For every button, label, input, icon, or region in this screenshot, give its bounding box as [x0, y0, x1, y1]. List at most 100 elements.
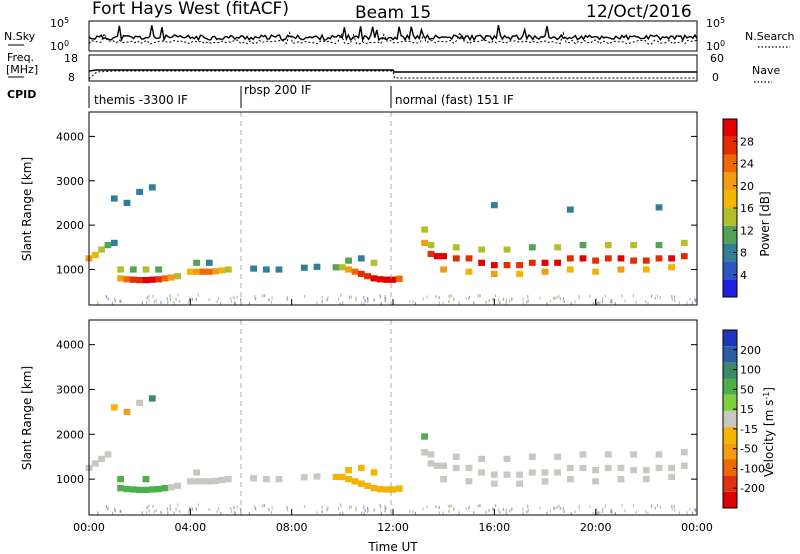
cpid-mode-rbsp: rbsp 200 IF: [244, 83, 311, 97]
power-cell: [421, 226, 428, 233]
power-colorbar-swatch: [723, 136, 737, 155]
nsearch-tick-top: 105: [706, 16, 725, 30]
noise-point: [367, 299, 369, 302]
noise-point: [234, 512, 236, 516]
power-cell: [148, 184, 156, 191]
noise-point: [355, 506, 357, 510]
noise-point: [479, 294, 481, 298]
noise-point: [505, 298, 507, 302]
velocity-cell: [193, 469, 200, 476]
noise-point: [599, 511, 601, 515]
velocity-cell: [383, 486, 390, 493]
noise-point: [340, 293, 342, 297]
noise-point: [589, 504, 591, 508]
nave-trace: [88, 70, 697, 80]
noise-point: [233, 511, 236, 515]
noise-point: [492, 507, 494, 511]
noise-point: [578, 294, 580, 298]
noise-point: [364, 299, 366, 303]
noise-point: [689, 297, 691, 301]
noise-point: [592, 512, 594, 515]
noise-point: [465, 296, 467, 300]
noise-point: [169, 297, 171, 301]
power-cell: [186, 268, 194, 275]
noise-point: [468, 505, 470, 509]
velocity-cell: [313, 473, 321, 480]
velocity-cell: [566, 476, 574, 483]
velocity-cell: [554, 453, 561, 460]
noise-point: [217, 297, 220, 301]
noise-point: [468, 295, 470, 299]
velocity-cell: [478, 469, 485, 476]
noise-point: [177, 293, 179, 297]
power-cell: [433, 253, 441, 260]
noise-point: [327, 506, 329, 510]
noise-point: [153, 510, 155, 514]
velocity-cell: [503, 471, 511, 478]
freq-tick-bottom: 8: [68, 71, 75, 84]
power-cell: [516, 262, 523, 269]
cpid-mode-normal: normal (fast) 151 IF: [395, 93, 514, 107]
noise-point: [671, 297, 673, 301]
noise-point: [321, 505, 323, 509]
velocity-cell: [516, 480, 523, 487]
velocity-cell: [433, 462, 441, 469]
noise-point: [303, 505, 306, 508]
noise-point: [442, 511, 444, 515]
noise-point: [505, 508, 507, 512]
power-colorbar-tick-label: 24: [740, 158, 754, 171]
velocity-cell: [345, 467, 352, 474]
noise-point: [173, 301, 175, 305]
velocity-cell: [376, 485, 384, 493]
noise-point: [601, 510, 604, 513]
noise-point: [367, 506, 369, 510]
noise-point: [339, 512, 341, 516]
velocity-cell: [528, 453, 536, 460]
noise-point: [511, 297, 513, 301]
velocity-cell: [142, 486, 150, 494]
noise-point: [355, 508, 357, 512]
noise-point: [609, 300, 612, 303]
nsky-label: N.Sky: [4, 30, 36, 43]
power-cell: [205, 268, 213, 275]
noise-point: [578, 504, 580, 508]
noise-point: [195, 507, 197, 511]
noise-point: [195, 297, 197, 301]
noise-point: [111, 301, 114, 305]
noise-point: [254, 505, 256, 509]
noise-point: [549, 509, 552, 513]
velocity-colorbar-tick-label: -15: [740, 423, 758, 436]
noise-point: [435, 505, 437, 509]
noise-point: [694, 298, 696, 302]
velocity-cell: [155, 485, 162, 493]
noise-point: [499, 510, 501, 514]
noise-point: [546, 511, 548, 515]
power-cell: [503, 262, 511, 269]
velocity-xtick-label: 04:00: [174, 521, 206, 534]
power-cell: [465, 268, 473, 275]
nsearch-tick-bottom: 100: [706, 39, 725, 53]
power-cell: [490, 262, 498, 269]
noise-point: [355, 298, 357, 302]
noise-point: [604, 504, 606, 508]
noise-point: [321, 295, 323, 299]
noise-point: [554, 506, 556, 510]
power-cell: [155, 276, 162, 283]
velocity-cell: [205, 478, 213, 485]
noise-point: [197, 293, 199, 297]
noise-point: [355, 296, 357, 300]
noise-point: [509, 509, 511, 513]
velocity-cell: [370, 469, 378, 476]
power-cell: [383, 276, 390, 283]
noise-point: [604, 294, 606, 298]
power-cell: [478, 246, 485, 253]
noise-point: [614, 302, 616, 306]
noise-point: [271, 296, 273, 300]
noise-point: [119, 300, 121, 303]
noise-point: [611, 510, 613, 514]
nsky-tick-top: 105: [50, 16, 69, 30]
noise-point: [509, 299, 511, 303]
noise-point: [473, 511, 475, 515]
noise-point: [609, 510, 612, 513]
velocity-cell: [91, 460, 99, 467]
